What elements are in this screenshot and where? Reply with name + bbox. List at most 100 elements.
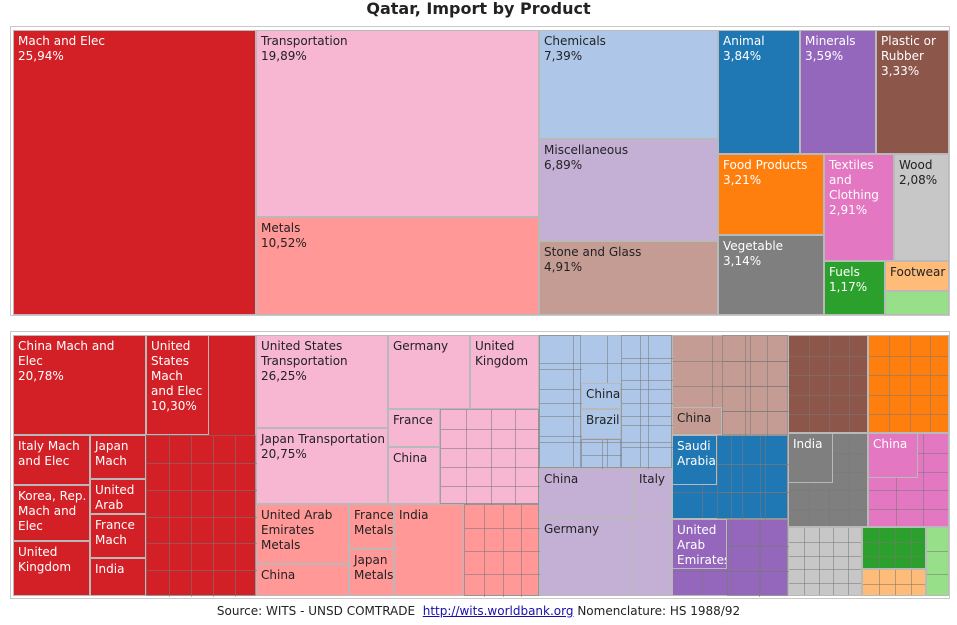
subdivision-block xyxy=(539,335,582,468)
subdivision-line xyxy=(759,520,760,597)
partner-tile-korea-rep-mach-and-elec-4[interactable]: Korea, Rep. Mach and Elec xyxy=(13,485,90,541)
subdivision-line xyxy=(927,551,948,552)
partner-group-light-15[interactable] xyxy=(926,527,949,596)
partner-tile-italy-23[interactable]: Italy xyxy=(634,468,672,518)
cell-name: China xyxy=(677,411,712,425)
cell-name: Plastic or Rubber xyxy=(881,34,936,63)
subdivision-line xyxy=(728,546,789,547)
cell-value: 3,14% xyxy=(723,254,762,268)
partner-tile-united-arab-emirates-metals-15[interactable]: United Arab Emirates Metals xyxy=(256,504,349,564)
cell-label: Miscellaneous 6,89% xyxy=(544,143,715,173)
subdivision-line xyxy=(869,414,948,415)
partner-tile-china-25[interactable]: China xyxy=(672,407,722,435)
product-tile-minerals-7[interactable]: Minerals 3,59% xyxy=(800,30,876,154)
treemap-product: Mach and Elec 25,94% Transportation 19,89% M… xyxy=(11,27,949,315)
subdivision-line xyxy=(731,436,732,518)
partner-tile-france-metals-16[interactable]: France Metals xyxy=(349,504,394,549)
product-tile-food-products-9[interactable]: Food Products 3,21% xyxy=(718,154,824,235)
partner-tile-india-28[interactable]: India xyxy=(788,433,833,483)
subdivision-line xyxy=(789,556,861,557)
subdivision-line xyxy=(491,410,492,505)
product-tile-footwear-14[interactable]: Footwear xyxy=(885,261,949,291)
subdivision-line xyxy=(466,410,467,505)
product-tile-textiles-and-clothing-10[interactable]: Textiles and Clothing 2,91% xyxy=(824,154,894,261)
product-tile-blank-15[interactable] xyxy=(885,291,949,315)
product-tile-plastic-or-rubber-8[interactable]: Plastic or Rubber 3,33% xyxy=(876,30,949,154)
partner-tile-japan-mach-3[interactable]: Japan Mach xyxy=(90,435,146,479)
partner-tile-united-arab-5[interactable]: United Arab xyxy=(90,479,146,514)
subdivision-line xyxy=(723,386,789,387)
partner-tile-brazil-21[interactable]: Brazil xyxy=(581,409,621,439)
partner-tile-japan-metals-17[interactable]: Japan Metals xyxy=(349,549,394,596)
partner-group-plastic-or-rubber-8[interactable] xyxy=(788,335,868,433)
cell-label: China xyxy=(261,568,346,583)
cell-name: Italy xyxy=(639,472,666,486)
partner-tile-united-kingdom-12[interactable]: United Kingdom xyxy=(470,335,539,409)
product-tile-wood-11[interactable]: Wood 2,08% xyxy=(894,154,949,261)
cell-name: Animal xyxy=(723,34,765,48)
partner-tile-saudi-arabia-26[interactable]: Saudi Arabia xyxy=(672,435,717,485)
cell-name: Korea, Rep. Mach and Elec xyxy=(18,489,87,533)
partner-tile-india-8[interactable]: India xyxy=(90,558,146,596)
cell-name: China xyxy=(544,472,579,486)
partner-tile-china-22[interactable]: China xyxy=(539,468,634,518)
subdivision-line xyxy=(191,436,192,597)
subdivision-line xyxy=(169,436,170,597)
subdivision-line xyxy=(863,556,925,557)
partner-tile-germany-11[interactable]: Germany xyxy=(388,335,470,409)
product-tile-chemicals-3[interactable]: Chemicals 7,39% xyxy=(539,30,718,139)
cell-label: Stone and Glass 4,91% xyxy=(544,245,715,275)
subdivision-line xyxy=(622,447,673,448)
product-tile-animal-6[interactable]: Animal 3,84% xyxy=(718,30,800,154)
partner-tile-united-states-mach-and-elec-1[interactable]: United States Mach and Elec 10,30% xyxy=(146,335,209,435)
partner-tile-united-kingdom-7[interactable]: United Kingdom xyxy=(13,541,90,596)
cell-label: Chemicals 7,39% xyxy=(544,34,715,64)
partner-tile-italy-mach-and-elec-2[interactable]: Italy Mach and Elec xyxy=(13,435,90,485)
partner-tile-china-20[interactable]: China xyxy=(581,383,621,409)
partner-tile-china-14[interactable]: China xyxy=(388,447,440,504)
cell-label: Wood 2,08% xyxy=(899,158,946,188)
product-tile-fuels-13[interactable]: Fuels 1,17% xyxy=(824,261,885,315)
partner-group-wood-12[interactable] xyxy=(788,527,862,596)
partner-group-fuels-13[interactable] xyxy=(862,527,926,569)
partner-tile-china-29[interactable]: China xyxy=(868,433,918,478)
subdivision-line xyxy=(213,436,214,597)
product-tile-stone-and-glass-5[interactable]: Stone and Glass 4,91% xyxy=(539,241,718,315)
subdivision-line xyxy=(582,455,622,456)
source-link[interactable]: http://wits.worldbank.org xyxy=(422,604,574,618)
cell-value: 6,89% xyxy=(544,158,583,172)
subdivision-line xyxy=(789,395,867,396)
partner-tile-china-19[interactable]: China xyxy=(256,564,349,596)
partner-tile-china-mach-and-elec-0[interactable]: China Mach and Elec 20,78% xyxy=(13,335,146,435)
product-tile-mach-and-elec-0[interactable]: Mach and Elec 25,94% xyxy=(13,30,256,315)
cell-name: India xyxy=(95,562,125,576)
product-tile-transportation-1[interactable]: Transportation 19,89% xyxy=(256,30,539,217)
subdivision-line xyxy=(750,336,751,434)
cell-name: Metals xyxy=(261,221,301,235)
partner-tile-japan-transportation-10[interactable]: Japan Transportation 20,75% xyxy=(256,428,388,504)
cell-value: 3,59% xyxy=(805,49,844,63)
product-tile-metals-2[interactable]: Metals 10,52% xyxy=(256,217,539,315)
cell-name: Miscellaneous xyxy=(544,143,629,157)
subdivision-block xyxy=(464,504,540,597)
partner-group-footwear-14[interactable] xyxy=(862,569,926,596)
partner-tile-india-18[interactable]: India xyxy=(394,504,464,596)
cell-value: 4,91% xyxy=(544,260,583,274)
partner-tile-france-13[interactable]: France xyxy=(388,409,440,447)
product-tile-miscellaneous-4[interactable]: Miscellaneous 6,89% xyxy=(539,139,718,241)
cell-name: Mach and Elec xyxy=(18,34,106,48)
partner-tile-united-states-transportation-9[interactable]: United States Transportation 26,25% xyxy=(256,335,388,428)
subdivision-line xyxy=(723,361,789,362)
partner-tile-germany-24[interactable]: Germany xyxy=(539,518,634,596)
product-tile-vegetable-12[interactable]: Vegetable 3,14% xyxy=(718,235,824,315)
subdivision-line xyxy=(465,551,540,552)
partner-group-food-products-9[interactable] xyxy=(868,335,949,433)
cell-name: Food Products xyxy=(723,158,808,172)
subdivision-line xyxy=(896,434,897,526)
subdivision-block xyxy=(440,409,540,505)
partner-tile-united-arab-emirates-27[interactable]: United Arab Emirates xyxy=(672,519,727,569)
cell-value: 10,52% xyxy=(261,236,307,250)
cell-label: China xyxy=(544,472,631,487)
cell-label: Japan Mach xyxy=(95,439,143,469)
partner-tile-france-mach-6[interactable]: France Mach xyxy=(90,514,146,558)
